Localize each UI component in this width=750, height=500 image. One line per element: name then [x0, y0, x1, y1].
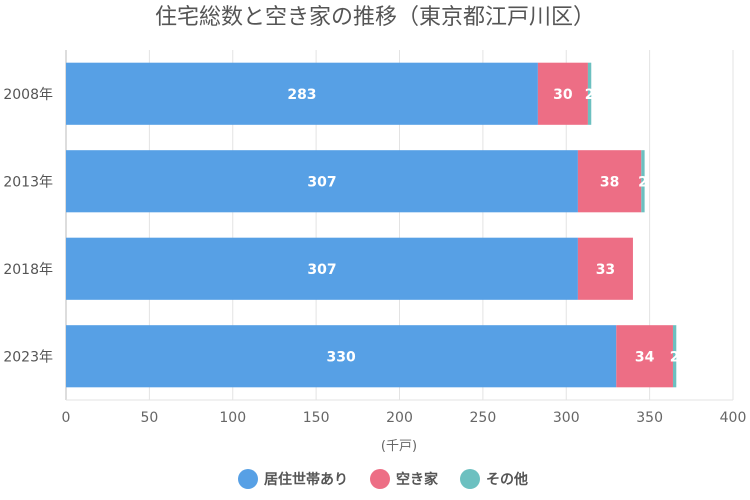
chart-title: 住宅総数と空き家の推移（東京都江戸川区）	[155, 5, 595, 30]
bar-segment	[587, 62, 592, 125]
x-tick-label: 350	[636, 410, 663, 426]
legend-entry: 居住世帯あり	[264, 471, 348, 488]
legend: 居住世帯あり 空き家 その他	[238, 469, 528, 489]
data-label: 307	[307, 174, 336, 190]
data-label: 307	[307, 262, 336, 278]
bar-segment	[577, 150, 642, 213]
x-axis-ticks: 0 50 100 150 200 250 300 350 400	[62, 410, 747, 426]
legend-entry: 空き家	[396, 471, 439, 488]
data-labels: 283 30 2 307 38 2 307 33 330 34 2	[287, 87, 679, 366]
bar-segment	[66, 62, 538, 125]
bar-segment	[577, 237, 633, 300]
category-label: 2023年	[3, 349, 53, 365]
legend-swatch	[460, 469, 480, 489]
bar-segment	[616, 325, 673, 388]
legend-swatch	[238, 469, 258, 489]
x-tick-label: 250	[470, 410, 497, 426]
bar-segment	[672, 325, 677, 388]
data-label: 2	[638, 174, 648, 190]
data-label: 33	[596, 262, 615, 278]
bar-segment	[66, 150, 578, 213]
category-label: 2013年	[3, 174, 53, 190]
legend-entry: その他	[486, 471, 528, 488]
x-tick-label: 200	[386, 410, 413, 426]
data-label: 283	[287, 87, 316, 103]
legend-swatch	[370, 469, 390, 489]
bar-segment	[66, 325, 617, 388]
bar-segment	[66, 237, 578, 300]
bar-segment	[641, 150, 645, 213]
x-tick-label: 0	[62, 410, 71, 426]
data-label: 330	[327, 349, 356, 365]
category-label: 2018年	[3, 262, 53, 278]
x-axis-label: (千戸)	[381, 439, 417, 454]
x-tick-label: 50	[140, 410, 158, 426]
x-tick-label: 100	[219, 410, 246, 426]
data-label: 2	[585, 87, 595, 103]
data-label: 38	[600, 174, 619, 190]
data-label: 34	[635, 349, 655, 365]
x-tick-label: 300	[553, 410, 580, 426]
data-label: 30	[553, 87, 573, 103]
data-label: 2	[670, 349, 680, 365]
bars	[66, 62, 677, 388]
bar-segment	[537, 62, 588, 125]
category-labels: 2008年 2013年 2018年 2023年	[3, 87, 53, 366]
x-tick-label: 150	[303, 410, 330, 426]
x-tick-label: 400	[720, 410, 747, 426]
category-label: 2008年	[3, 87, 53, 103]
